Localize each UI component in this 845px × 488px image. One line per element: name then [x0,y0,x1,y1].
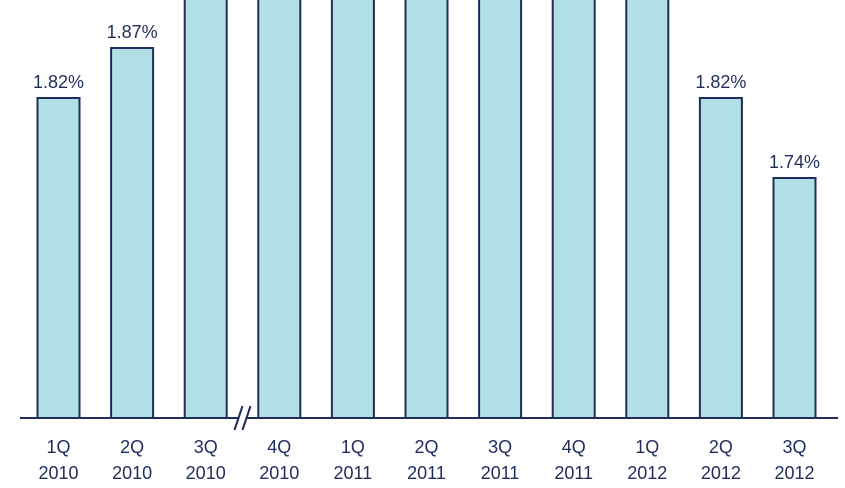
x-tick-label: 4Q 2011 [554,437,593,483]
data-label: 1.87% [107,22,158,42]
x-tick-label: 2Q 2010 [112,437,152,483]
x-tick-label: 3Q 2011 [481,437,520,483]
data-labels-group: 1.82%1.87%1.92%2.02%1.93%2.00%1.99%1.95%… [33,22,820,172]
bar-2q-2010 [110,47,155,419]
bar-1q-2010 [36,97,81,419]
bar-2q-2012 [698,97,743,419]
bar-1q-2012 [625,0,670,419]
x-tick-label: 2Q 2012 [701,437,741,483]
data-label: 1.74% [769,152,820,172]
bar-4q-2011 [551,0,596,419]
axis-break-marker [233,405,252,431]
x-tick-label: 3Q 2012 [774,437,814,483]
x-tick-label: 1Q 2010 [38,437,78,483]
x-tick-labels-group: 1Q 2010 2Q 2010 3Q 2010 4Q 2010 1Q 2011 2Q 2011 3Q 20… [38,437,814,483]
bar-3q-2010 [183,0,228,419]
data-label: 1.82% [33,72,84,92]
x-tick-label: 1Q 2012 [627,437,667,483]
bar-3q-2011 [478,0,523,419]
x-tick-label: 4Q 2010 [259,437,299,483]
axis-break-slash-2 [241,405,252,431]
x-tick-label: 1Q 2011 [334,437,373,483]
x-tick-label: 2Q 2011 [407,437,446,483]
x-tick-label: 3Q 2010 [186,437,226,483]
bars-group [36,0,817,419]
axis-break-gap [237,415,248,421]
bar-2q-2011 [404,0,449,419]
axis-break-slash-1 [233,405,244,431]
bar-1q-2011 [330,0,375,419]
bar-4q-2010 [257,0,302,419]
data-label: 1.82% [695,72,746,92]
bar-3q-2012 [772,177,817,419]
